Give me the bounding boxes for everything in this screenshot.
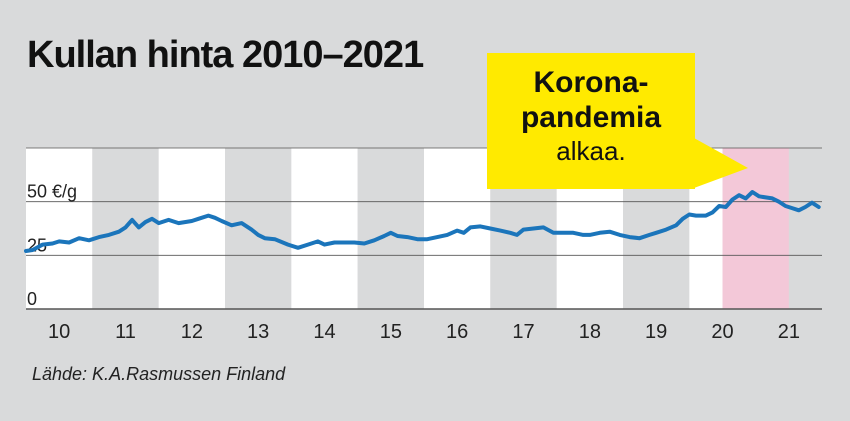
callout-line-1: Korona- <box>533 66 649 99</box>
y-tick-label: 50 €/g <box>27 182 77 202</box>
source-note: Lähde: K.A.Rasmussen Finland <box>32 364 286 384</box>
callout-box: Korona- pandemia alkaa. <box>487 53 695 189</box>
x-tick-label: 12 <box>181 321 203 343</box>
x-tick-label: 16 <box>446 321 468 343</box>
callout-line-3: alkaa. <box>556 136 626 166</box>
year-band <box>291 148 358 309</box>
x-tick-label: 11 <box>115 321 136 343</box>
y-tick-label: 0 <box>27 289 37 309</box>
callout-pointer <box>694 138 748 188</box>
year-band <box>26 148 93 309</box>
x-tick-label: 10 <box>48 321 70 343</box>
year-band <box>424 148 491 309</box>
x-tick-label: 14 <box>313 321 335 343</box>
price-line <box>24 190 821 253</box>
pandemic-highlight <box>722 148 789 309</box>
year-band <box>158 148 225 309</box>
chart-title: Kullan hinta 2010–2021 <box>27 34 424 76</box>
year-band <box>225 148 292 309</box>
x-tick-label: 15 <box>380 321 402 343</box>
year-band <box>357 148 424 309</box>
x-tick-label: 17 <box>512 321 534 343</box>
x-tick-label: 20 <box>711 321 733 343</box>
x-tick-label: 21 <box>778 321 800 343</box>
x-tick-label: 13 <box>247 321 269 343</box>
callout-line-2: pandemia <box>520 101 662 134</box>
x-tick-label: 19 <box>645 321 667 343</box>
x-tick-label: 18 <box>579 321 601 343</box>
